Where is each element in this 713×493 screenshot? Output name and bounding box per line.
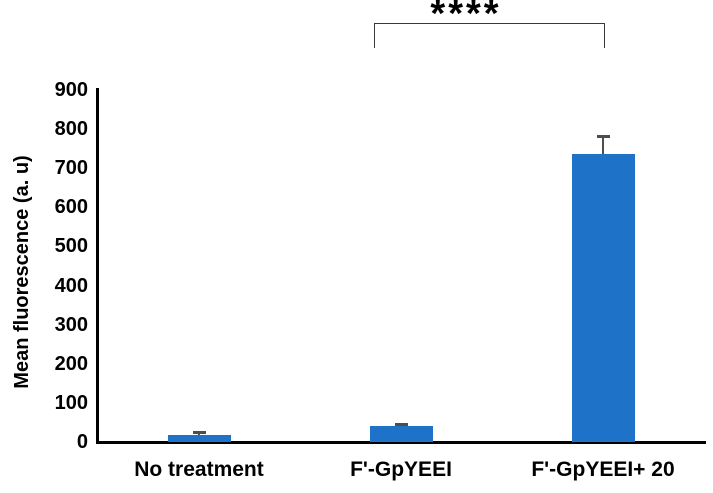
y-tick-label: 200 xyxy=(54,352,88,375)
y-tick-label: 100 xyxy=(54,391,88,414)
error-bar-line xyxy=(602,136,604,158)
error-bar-cap xyxy=(394,422,408,426)
x-axis-line xyxy=(96,441,706,444)
y-tick-label: 0 xyxy=(76,431,88,453)
y-axis-line xyxy=(96,88,99,444)
y-tick-label: 300 xyxy=(54,313,88,336)
y-tick-label: 400 xyxy=(54,274,88,297)
significance-stars: **** xyxy=(430,0,502,35)
bar-2 xyxy=(369,426,433,442)
y-tick-label: 800 xyxy=(54,118,88,141)
x-category-label-2: F'-GpYEEI xyxy=(350,458,452,481)
y-tick-label: 600 xyxy=(54,196,88,219)
y-tick-label: 900 xyxy=(54,79,88,101)
significance-bracket xyxy=(374,23,605,48)
x-category-label-1: No treatment xyxy=(134,458,264,481)
error-bar-cap xyxy=(192,430,206,434)
bar-1 xyxy=(167,434,231,442)
y-tick-label: 500 xyxy=(54,235,88,258)
bar-3 xyxy=(571,153,635,442)
error-bar-cap xyxy=(596,135,610,139)
x-category-label-3: F'-GpYEEI+ 20 xyxy=(531,458,675,481)
y-tick-label: 700 xyxy=(54,157,88,180)
